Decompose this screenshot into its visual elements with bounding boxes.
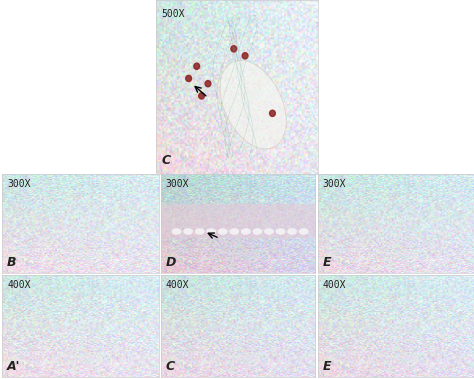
Text: 500X: 500X xyxy=(161,9,185,19)
Circle shape xyxy=(241,229,250,235)
Text: C: C xyxy=(166,360,175,373)
Circle shape xyxy=(199,93,204,99)
Circle shape xyxy=(218,229,228,235)
Text: C: C xyxy=(161,154,170,168)
Circle shape xyxy=(242,53,248,59)
Circle shape xyxy=(287,229,297,235)
Circle shape xyxy=(299,229,308,235)
Circle shape xyxy=(264,229,273,235)
Circle shape xyxy=(194,63,200,69)
Circle shape xyxy=(172,229,181,235)
Text: 300X: 300X xyxy=(166,179,189,189)
Text: E: E xyxy=(322,256,331,269)
Text: A': A' xyxy=(7,360,20,373)
Ellipse shape xyxy=(220,60,286,149)
Text: D: D xyxy=(166,256,176,269)
Text: 300X: 300X xyxy=(322,179,346,189)
Circle shape xyxy=(183,229,193,235)
Circle shape xyxy=(195,229,204,235)
Bar xyxy=(161,204,315,238)
Circle shape xyxy=(231,46,237,52)
Circle shape xyxy=(253,229,262,235)
Text: 400X: 400X xyxy=(7,280,30,290)
Text: 400X: 400X xyxy=(166,280,189,290)
Text: E: E xyxy=(322,360,331,373)
Circle shape xyxy=(230,229,239,235)
Circle shape xyxy=(207,229,216,235)
Text: 300X: 300X xyxy=(7,179,30,189)
Circle shape xyxy=(205,81,211,87)
Circle shape xyxy=(276,229,285,235)
Circle shape xyxy=(186,75,191,81)
Circle shape xyxy=(270,110,275,116)
Text: B: B xyxy=(7,256,17,269)
Text: 400X: 400X xyxy=(322,280,346,290)
